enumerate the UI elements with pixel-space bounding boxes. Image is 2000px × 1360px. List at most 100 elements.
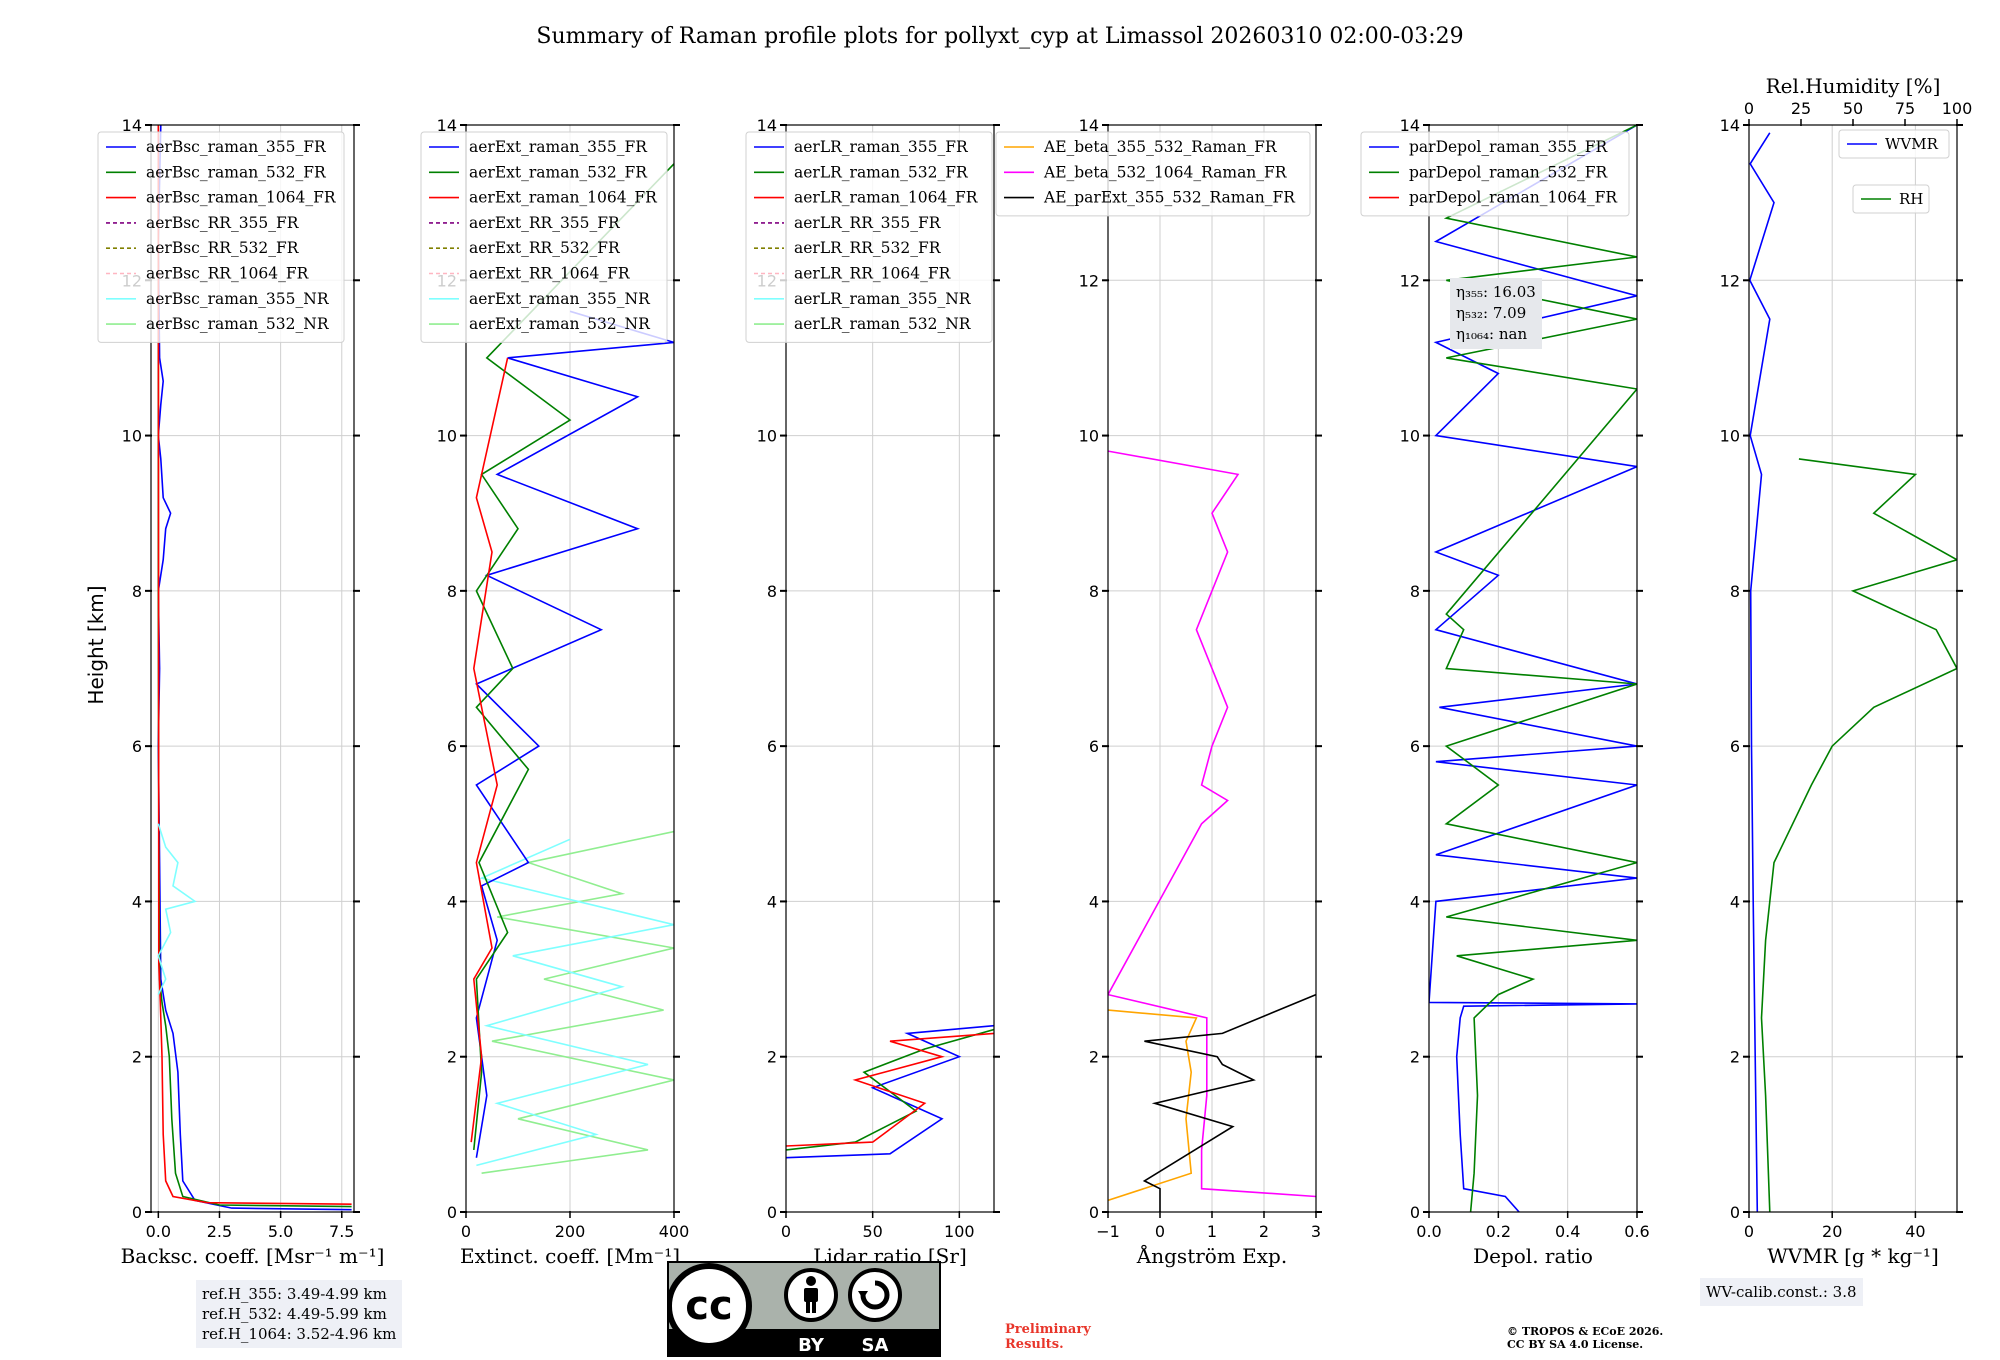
- x-tick-label: 0: [1744, 1222, 1754, 1241]
- x-axis-label-ext: Extinct. coeff. [Mm⁻¹]: [460, 1244, 680, 1268]
- eta-box: η₃₅₅: 16.03 η₅₃₂: 7.09 η₁₀₆₄: nan: [1450, 278, 1542, 349]
- y-tick-label: 0: [447, 1203, 457, 1222]
- y-tick-label: 6: [767, 737, 777, 756]
- ref-h-1064: ref.H_1064: 3.52-4.96 km: [202, 1325, 397, 1343]
- legend-label: aerLR_raman_532_NR: [794, 315, 972, 333]
- y-tick-label: 12: [1079, 271, 1099, 290]
- y-tick-label: 10: [1079, 427, 1099, 446]
- y-tick-label: 4: [132, 892, 142, 911]
- y-tick-label: 2: [1089, 1048, 1099, 1067]
- y-tick-label: 4: [1089, 892, 1099, 911]
- x-tick-label: 5.0: [268, 1222, 293, 1241]
- series-aerBsc_raman_355_NR: [157, 823, 197, 995]
- series-aerExt_raman_355_NR: [476, 838, 674, 1167]
- legend-label: aerBsc_raman_355_FR: [146, 138, 327, 156]
- legend-label: AE_parExt_355_532_Raman_FR: [1043, 189, 1296, 207]
- series-AE_beta_355_532_Raman_FR: [1108, 1009, 1198, 1202]
- top-x-tick-label: 75: [1895, 99, 1915, 118]
- x-tick-label: 0.6: [1624, 1222, 1649, 1241]
- eta-1064: η₁₀₆₄: nan: [1456, 325, 1528, 343]
- series-parDepol_raman_532_FR: [1443, 125, 1637, 1212]
- panel-lr: 02468101214050100Lidar ratio [Sr]aerLR_r…: [745, 116, 1000, 1268]
- x-tick-label: 400: [659, 1222, 690, 1241]
- y-tick-label: 8: [1410, 582, 1420, 601]
- y-tick-label: 0: [1089, 1203, 1099, 1222]
- legend-label: aerBsc_raman_1064_FR: [146, 189, 337, 207]
- cc-icon-text: cc: [685, 1283, 732, 1329]
- eta-532: η₅₃₂: 7.09: [1456, 304, 1527, 322]
- x-tick-label: 0: [781, 1222, 791, 1241]
- x-tick-label: 2.5: [207, 1222, 232, 1241]
- legend-label: aerBsc_raman_532_NR: [146, 315, 330, 333]
- sa-label: SA: [862, 1335, 889, 1356]
- height-axis-label: Height [km]: [84, 585, 108, 704]
- y-tick-label: 8: [1730, 582, 1740, 601]
- series-aerBsc_raman_1064_FR: [157, 125, 352, 1205]
- legend-label: aerLR_RR_355_FR: [794, 214, 942, 232]
- x-tick-label: 40: [1905, 1222, 1925, 1241]
- legend-ext: aerExt_raman_355_FR aerExt_raman_532_FRae…: [420, 131, 668, 343]
- y-tick-label: 14: [1720, 116, 1740, 135]
- y-tick-label: 2: [132, 1048, 142, 1067]
- series-aerExt_raman_532_FR: [473, 163, 674, 1150]
- legend-label: aerExt_RR_1064_FR: [469, 265, 631, 283]
- axes-frame-lr: [785, 124, 995, 1213]
- plot-area-ext: [470, 163, 674, 1174]
- y-tick-label: 14: [437, 116, 457, 135]
- x-tick-label: 50: [862, 1222, 882, 1241]
- y-tick-label: 14: [1400, 116, 1420, 135]
- legend-label: aerExt_RR_532_FR: [469, 239, 621, 257]
- y-tick-label: 4: [1730, 892, 1740, 911]
- legend-label: aerExt_RR_355_FR: [469, 214, 621, 232]
- by-label: BY: [798, 1335, 825, 1356]
- series-aerLR_raman_532_FR: [786, 1028, 994, 1151]
- legend-box: [420, 131, 668, 343]
- cc-by-sa-license-badge[interactable]: cc BY SA: [667, 1261, 941, 1357]
- legend-label: aerExt_raman_355_NR: [469, 290, 651, 308]
- y-tick-label: 0: [767, 1203, 777, 1222]
- x-tick-label: 200: [555, 1222, 586, 1241]
- series-aerExt_raman_532_NR: [481, 830, 674, 1174]
- y-tick-label: 10: [437, 427, 457, 446]
- series-aerExt_raman_1064_FR: [470, 357, 509, 1143]
- figure-title: Summary of Raman profile plots for polly…: [536, 24, 1463, 49]
- y-tick-label: 10: [122, 427, 142, 446]
- plot-area-lr: [786, 1024, 994, 1159]
- y-tick-label: 12: [1720, 271, 1740, 290]
- y-tick-label: 4: [767, 892, 777, 911]
- legend-label: aerLR_raman_1064_FR: [794, 189, 979, 207]
- x-tick-label: 20: [1822, 1222, 1842, 1241]
- x-tick-label: 2: [1259, 1222, 1269, 1241]
- plot-area-depol: [1429, 125, 1637, 1212]
- legend-label: WVMR: [1885, 135, 1939, 153]
- series-aerLR_raman_1064_FR: [786, 1032, 994, 1147]
- top-x-tick-label: 100: [1942, 99, 1973, 118]
- y-tick-label: 14: [757, 116, 777, 135]
- y-tick-label: 10: [1400, 427, 1420, 446]
- legend-WVMR: WVMR: [1838, 129, 1950, 159]
- eta-355: η₃₅₅: 16.03: [1456, 283, 1536, 301]
- y-tick-label: 2: [767, 1048, 777, 1067]
- ref-height-box: ref.H_355: 3.49-4.99 km ref.H_532: 4.49-…: [196, 1280, 403, 1348]
- x-tick-label: −1: [1096, 1222, 1120, 1241]
- plot-area-wv: [1749, 132, 1957, 1212]
- legend-label: aerExt_raman_532_FR: [469, 163, 648, 181]
- series-WVMR: [1749, 132, 1775, 1212]
- y-tick-label: 2: [447, 1048, 457, 1067]
- x-tick-label: 0.0: [1416, 1222, 1441, 1241]
- copyright-note: © TROPOS & ECoE 2026. CC BY SA 4.0 Licen…: [1507, 1325, 1727, 1351]
- axes-frame-wv: [1748, 124, 1958, 1213]
- x-axis-label-bsc: Backsc. coeff. [Msr⁻¹ m⁻¹]: [121, 1244, 385, 1268]
- legend-ae: AE_beta_355_532_Raman_FR AE_beta_532_1064…: [995, 131, 1311, 217]
- y-tick-label: 2: [1410, 1048, 1420, 1067]
- series-aerLR_raman_355_FR: [786, 1024, 994, 1159]
- x-tick-label: 1: [1207, 1222, 1217, 1241]
- legend-label: RH: [1899, 190, 1923, 208]
- y-tick-label: 8: [1089, 582, 1099, 601]
- panel-ext: 024681012140200400Extinct. coeff. [Mm⁻¹]…: [420, 116, 690, 1268]
- legend-label: aerExt_raman_355_FR: [469, 138, 648, 156]
- x-tick-label: 7.5: [329, 1222, 354, 1241]
- y-tick-label: 14: [122, 116, 142, 135]
